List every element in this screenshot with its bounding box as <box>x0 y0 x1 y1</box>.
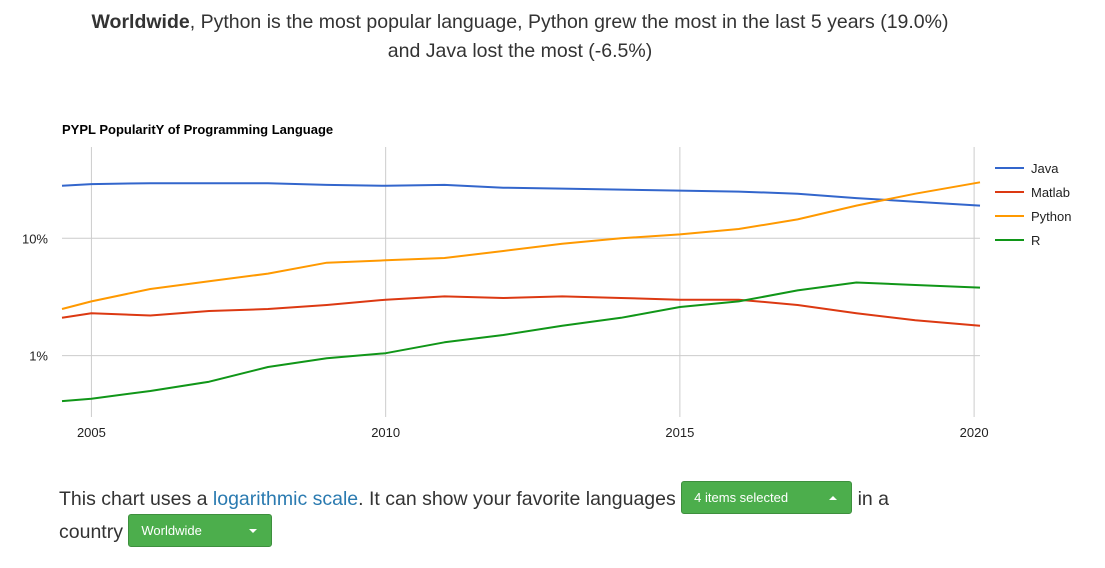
x-tick-label: 2005 <box>77 425 106 440</box>
series-line-python <box>61 181 981 310</box>
caret-down-icon <box>249 529 258 534</box>
headline-region: Worldwide <box>91 11 190 33</box>
legend-label[interactable]: Matlab <box>1031 185 1070 200</box>
chart-title: PYPL PopularitY of Programming Language <box>62 122 333 137</box>
logarithmic-scale-link[interactable]: logarithmic scale <box>212 488 359 510</box>
series-line-r <box>61 281 981 403</box>
caret-up-icon <box>829 496 838 501</box>
legend-label[interactable]: Python <box>1031 209 1071 224</box>
y-tick-label: 1% <box>29 349 48 364</box>
footer-text-4: country <box>59 521 129 543</box>
x-tick-label: 2020 <box>960 425 989 440</box>
x-tick-label: 2010 <box>371 425 400 440</box>
country-dropdown[interactable]: Worldwide <box>128 514 273 548</box>
footer-text-3: in a <box>852 488 890 510</box>
popularity-chart: PYPL PopularitY of Programming Language … <box>22 122 1072 440</box>
y-tick-label: 10% <box>22 231 48 246</box>
chart-legend[interactable]: Java Matlab Python R <box>995 161 1071 248</box>
chart-axis-labels: 2005 2010 2015 2020 10% 1% <box>22 231 989 440</box>
headline: Worldwide, Python is the most popular la… <box>0 8 1040 66</box>
chart-grid <box>62 147 980 417</box>
legend-label[interactable]: Java <box>1031 161 1059 176</box>
languages-dropdown[interactable]: 4 items selected <box>681 481 853 515</box>
series-line-java <box>61 182 981 207</box>
legend-label[interactable]: R <box>1031 233 1040 248</box>
headline-text-2: and Java lost the most (-6.5%) <box>387 40 653 62</box>
series-line-matlab <box>61 295 981 327</box>
footer-text: This chart uses a logarithmic scale. It … <box>59 481 959 549</box>
footer-text-1: This chart uses a <box>59 488 213 510</box>
headline-text-1: , Python is the most popular language, P… <box>189 11 949 33</box>
country-dropdown-label: Worldwide <box>141 523 202 539</box>
languages-dropdown-label: 4 items selected <box>694 490 789 506</box>
footer-text-2: . It can show your favorite languages <box>358 488 682 510</box>
chart-series <box>61 181 981 403</box>
x-tick-label: 2015 <box>665 425 694 440</box>
